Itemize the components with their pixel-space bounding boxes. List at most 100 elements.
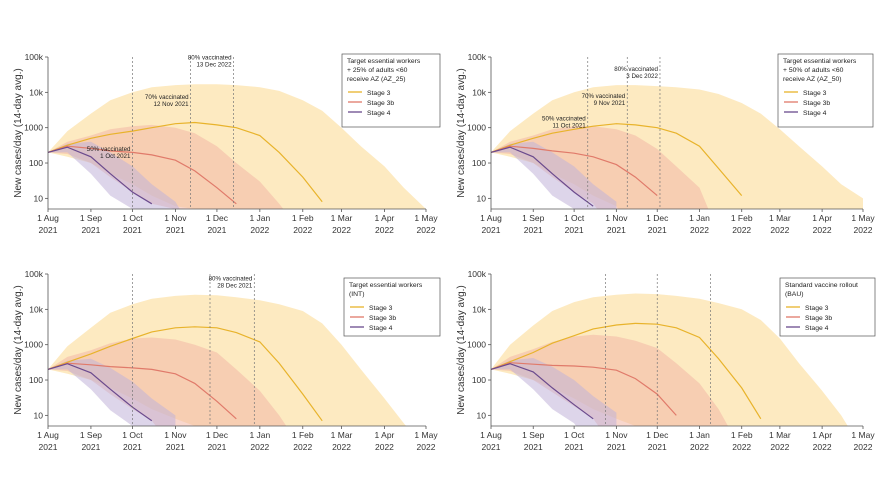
vaccination-annotation: 80% vaccinated — [614, 66, 658, 73]
plot-area — [491, 293, 848, 426]
line-stage-4 — [48, 363, 153, 422]
legend-label: Stage 3 — [369, 305, 393, 312]
x-tick-label: 1 Apr — [375, 430, 395, 440]
band-stage-4 — [491, 358, 617, 426]
x-tick-label: 1 Aug — [480, 430, 502, 440]
x-tick-label: 1 Aug — [37, 430, 59, 440]
vaccination-annotation: 3 Dec 2022 — [626, 73, 658, 80]
vaccination-annotation: 50% vaccinated — [542, 115, 586, 122]
vaccination-annotation: 80% vaccinated — [188, 54, 232, 61]
x-tick-label: 1 Sep — [522, 213, 544, 223]
x-tick-label: 1 Nov — [164, 213, 187, 223]
x-tick-label: 2021 — [565, 442, 584, 452]
x-tick-label: 1 Apr — [812, 430, 832, 440]
legend-label: Stage 3 — [803, 90, 827, 97]
band-stage-4 — [48, 358, 176, 426]
plot-area — [48, 294, 407, 426]
x-tick-label: 2022 — [250, 442, 269, 452]
legend: Standard vaccine rollout (BAU)Stage 3 Stag… — [779, 277, 876, 337]
x-tick-label: 1 Mar — [331, 213, 353, 223]
x-tick-label: 2022 — [375, 442, 394, 452]
line-stage-3b — [491, 145, 658, 197]
y-tick-label: 10 — [477, 410, 487, 420]
x-tick-label: 1 May — [851, 213, 875, 223]
x-tick-label: 1 Apr — [375, 213, 395, 223]
x-tick-label: 1 Nov — [605, 430, 628, 440]
x-tick-label: 1 Feb — [731, 430, 753, 440]
x-tick-label: 2021 — [607, 442, 626, 452]
x-tick-label: 2022 — [813, 442, 832, 452]
x-tick-label: 2021 — [565, 225, 584, 235]
x-tick-label: 2022 — [854, 225, 873, 235]
legend-label: Stage 4 — [369, 325, 393, 332]
y-axis-label: New cases/day (14-day avg.) — [456, 68, 467, 198]
y-tick-label: 10 — [477, 193, 487, 203]
x-tick-label: 2021 — [39, 225, 58, 235]
line-stage-3 — [48, 121, 323, 203]
x-tick-label: 1 Oct — [122, 430, 143, 440]
x-tick-label: 1 Jan — [249, 213, 270, 223]
x-tick-label: 1 Mar — [769, 430, 791, 440]
x-tick-label: 2021 — [81, 225, 100, 235]
x-tick-label: 2021 — [166, 442, 185, 452]
x-tick-label: 1 Sep — [80, 213, 102, 223]
x-tick-label: 1 Jan — [689, 213, 710, 223]
x-tick-label: 2022 — [732, 225, 751, 235]
vaccination-annotation: 80% vaccinated — [209, 276, 253, 283]
x-tick-label: 1 Jan — [689, 430, 710, 440]
x-tick-label: 2022 — [250, 225, 269, 235]
legend-title: Target essential workers — [347, 58, 421, 65]
legend-label: Stage 3b — [367, 100, 394, 107]
legend-title: Standard vaccine rollout — [785, 282, 858, 289]
legend-box — [341, 53, 441, 128]
legend-title: Target essential workers — [783, 58, 857, 65]
x-tick-label: 1 May — [414, 430, 438, 440]
x-tick-label: 2022 — [770, 225, 789, 235]
vaccination-annotation: 1 Oct 2021 — [100, 153, 131, 160]
chart-panel-4: 10 100 1000 10k 100k 1 Aug 2021 1 Sep 2021 1 Oct 2… — [456, 269, 876, 452]
vaccination-annotation: 50% vaccinated — [87, 146, 131, 153]
line-stage-3b — [491, 362, 677, 416]
y-tick-label: 100 — [472, 158, 486, 168]
x-tick-label: 1 Nov — [164, 430, 187, 440]
y-axis-label: New cases/day (14-day avg.) — [456, 285, 467, 415]
x-tick-label: 2021 — [482, 225, 501, 235]
legend-label: Stage 4 — [367, 110, 391, 117]
line-stage-3 — [491, 123, 743, 196]
x-tick-label: 1 Dec — [206, 213, 229, 223]
x-tick-label: 2021 — [524, 225, 543, 235]
x-tick-label: 2022 — [293, 442, 312, 452]
legend-title: (INT) — [349, 291, 364, 298]
legend-label: Stage 4 — [803, 110, 827, 117]
x-tick-label: 2021 — [648, 225, 667, 235]
x-tick-label: 2022 — [854, 442, 873, 452]
vaccination-annotation: 70% vaccinated — [145, 94, 189, 101]
line-stage-4 — [491, 363, 594, 420]
x-tick-label: 1 May — [851, 430, 875, 440]
x-tick-label: 2022 — [332, 442, 351, 452]
x-tick-label: 1 Oct — [564, 430, 585, 440]
y-tick-label: 100k — [468, 269, 487, 279]
y-tick-label: 100k — [25, 269, 44, 279]
x-tick-label: 2021 — [607, 225, 626, 235]
y-axis-label: New cases/day (14-day avg.) — [13, 285, 24, 415]
vaccination-annotation: 9 Nov 2021 — [594, 100, 626, 107]
x-tick-label: 1 Feb — [731, 213, 753, 223]
line-stage-4 — [48, 146, 153, 205]
line-stage-3 — [48, 326, 323, 422]
x-tick-label: 1 Aug — [37, 213, 59, 223]
legend-title: receive AZ (AZ_25) — [347, 76, 406, 83]
plot-area — [48, 84, 426, 209]
y-tick-label: 100k — [25, 52, 44, 62]
y-tick-label: 1000 — [24, 340, 43, 350]
vaccination-annotation: 12 Nov 2021 — [154, 101, 190, 108]
y-tick-label: 100 — [29, 158, 43, 168]
x-tick-label: 2021 — [81, 442, 100, 452]
x-tick-label: 1 Mar — [331, 430, 353, 440]
x-tick-label: 1 Dec — [646, 213, 669, 223]
x-tick-label: 2022 — [332, 225, 351, 235]
x-tick-label: 1 Sep — [80, 430, 102, 440]
x-tick-label: 1 Nov — [605, 213, 628, 223]
